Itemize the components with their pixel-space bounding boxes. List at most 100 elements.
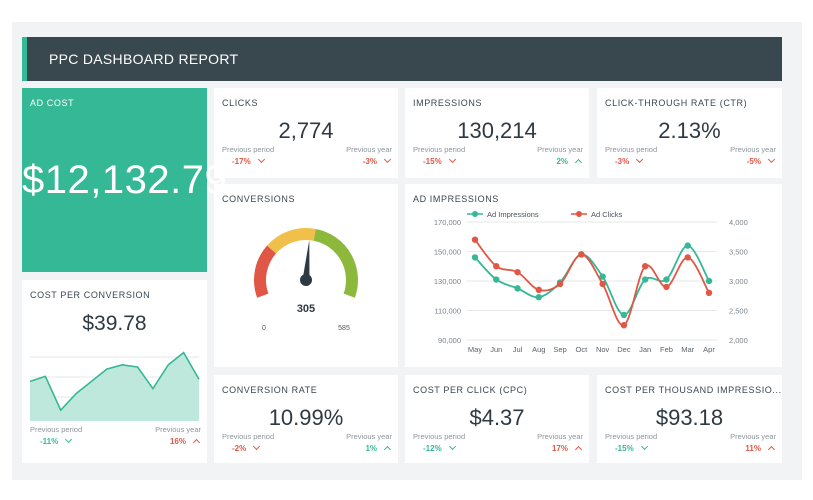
card-title: CLICK-THROUGH RATE (CTR) [605,98,748,108]
x-tick-label: Jun [490,345,502,354]
data-point [556,280,564,288]
cpm-value: $93.18 [655,405,724,430]
data-point [620,311,628,319]
y-left-tick-label: 90,000 [438,336,461,345]
legend-label: Ad Clicks [591,210,623,219]
data-point [471,254,479,261]
prev-year-label: Previous year [537,145,583,154]
data-point [684,242,691,249]
data-point [663,276,670,283]
impressions-value: 130,214 [457,118,537,143]
data-point [641,263,649,270]
y-right-tick-label: 2,500 [729,307,748,316]
x-tick-label: Apr [703,345,715,354]
gauge-hub [300,274,312,286]
y-left-tick-label: 110,000 [434,307,461,316]
data-point [493,263,500,270]
down-arrow-icon [253,442,261,451]
legend-marker [472,211,478,217]
prev-period-label: Previous period [30,425,83,434]
prev-year-delta: 17% [552,444,583,454]
cpc-value: $4.37 [469,405,525,430]
data-point [663,283,670,291]
data-point [514,285,521,292]
x-tick-label: Nov [596,345,610,354]
prev-period-delta: -12% [423,442,456,453]
gauge-segment-high [313,228,358,298]
prev-period-label: Previous period [413,145,466,154]
prev-year-delta: 1% [365,444,392,454]
data-point [641,276,649,283]
data-point [684,254,691,261]
data-point [599,273,606,280]
card-title: AD COST [30,98,75,108]
x-tick-label: Mar [681,345,694,354]
data-point [705,289,713,296]
prev-year-delta: -3% [363,155,392,166]
conversion-rate-card[interactable]: CONVERSION RATE 10.99% Previous period P… [214,375,398,463]
clicks-card[interactable]: CLICKS 2,774 Previous period Previous ye… [214,88,398,178]
prev-year-label: Previous year [346,432,392,441]
cpc-card[interactable]: COST PER CLICK (CPC) $4.37 Previous peri… [405,375,589,463]
x-tick-label: Jan [639,345,651,354]
card-title: CONVERSIONS [222,194,296,204]
down-arrow-icon [448,155,456,164]
down-arrow-icon [383,155,392,164]
prev-year-label: Previous year [537,432,583,441]
impressions-card[interactable]: IMPRESSIONS 130,214 Previous period Prev… [405,88,589,178]
ad-impressions-card[interactable]: AD IMPRESSIONS 170,000 4,000 150,000 3,500 1… [405,184,782,367]
y-left-tick-label: 150,000 [434,248,461,257]
down-arrow-icon [636,155,644,164]
prev-year-label: Previous year [346,145,392,154]
conversions-value: 305 [297,303,315,315]
cost-per-conversion-sparkline [29,351,200,421]
prev-period-label: Previous period [222,432,275,441]
card-title: COST PER THOUSAND IMPRESSIO... [605,385,782,395]
up-arrow-icon [192,438,201,447]
dashboard-header: PPC DASHBOARD REPORT [22,37,782,81]
prev-period-label: Previous period [413,432,466,441]
prev-period-delta: -2% [232,442,261,453]
prev-period-delta: -11% [40,435,73,446]
x-tick-label: Dec [617,345,631,354]
data-point [620,322,628,329]
card-title: CONVERSION RATE [222,385,318,395]
down-arrow-icon [448,442,456,451]
down-arrow-icon [257,155,265,164]
x-tick-label: May [468,345,482,354]
up-arrow-icon [574,445,583,454]
ad-cost-value: $12,132.79 [22,158,228,202]
ctr-card[interactable]: CLICK-THROUGH RATE (CTR) 2.13% Previous … [597,88,782,178]
ad-cost-card[interactable]: AD COST $12,132.79 [22,88,228,272]
prev-period-delta: -15% [615,442,648,453]
gauge-segment-mid [267,228,316,254]
prev-period-delta: -15% [423,155,456,166]
prev-year-label: Previous year [155,425,201,434]
card-title: CLICKS [222,98,259,108]
y-right-tick-label: 2,000 [729,336,748,345]
y-left-tick-label: 170,000 [434,218,461,227]
y-right-tick-label: 3,000 [729,277,748,286]
cpm-card[interactable]: COST PER THOUSAND IMPRESSIO... $93.18 Pr… [597,375,782,463]
prev-year-label: Previous year [730,145,776,154]
x-tick-label: Feb [660,345,673,354]
data-point [535,286,543,294]
clicks-value: 2,774 [278,118,334,143]
y-right-tick-label: 3,500 [729,248,748,257]
gauge-min-label: 0 [262,325,266,332]
legend-marker [576,211,582,217]
series-line [474,239,710,327]
prev-period-label: Previous period [222,145,275,154]
x-tick-label: Oct [576,345,589,354]
series-line [474,244,710,316]
gauge-segment-low [254,245,277,298]
down-arrow-icon [767,155,776,164]
conversions-card[interactable]: CONVERSIONS 305 0 585 [214,184,398,367]
up-arrow-icon [383,445,392,454]
cost-per-conversion-card[interactable]: COST PER CONVERSION $39.78 Previous peri… [22,280,207,463]
prev-year-label: Previous year [730,432,776,441]
prev-period-delta: -17% [232,155,265,166]
ad-impressions-chart: 170,000 4,000 150,000 3,500 130,000 3,000 110,… [434,210,748,354]
data-point [514,268,521,276]
x-tick-label: Sep [553,345,566,354]
